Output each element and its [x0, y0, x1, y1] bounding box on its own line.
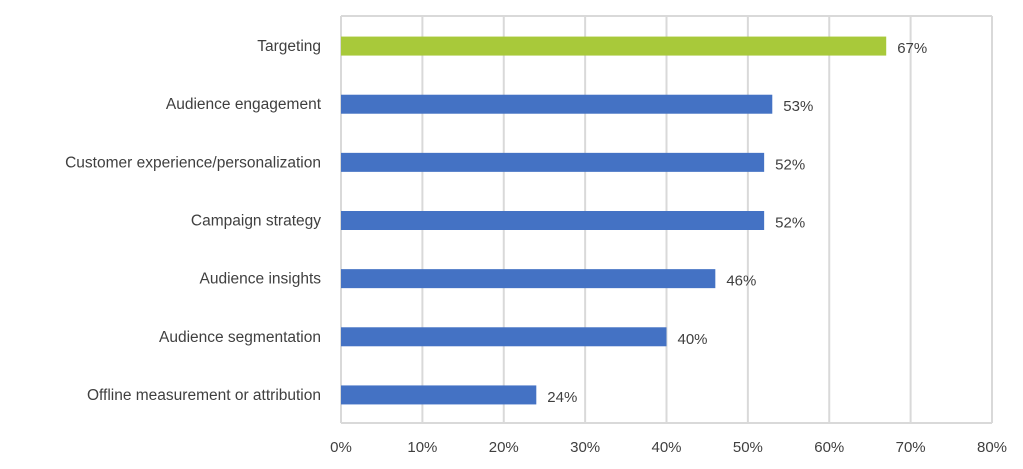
- x-tick-label: 10%: [407, 439, 437, 456]
- data-label: 46%: [726, 273, 756, 290]
- category-label: Campaign strategy: [191, 213, 321, 230]
- bar: [341, 36, 887, 56]
- bar: [341, 94, 773, 114]
- data-label: 67%: [897, 40, 927, 57]
- bar: [341, 385, 537, 405]
- category-label: Audience segmentation: [159, 329, 321, 346]
- data-label: 52%: [775, 215, 805, 232]
- x-tick-label: 0%: [330, 439, 352, 456]
- x-tick-label: 70%: [896, 439, 926, 456]
- data-label: 52%: [775, 156, 805, 173]
- bar: [341, 269, 716, 289]
- x-tick-label: 20%: [489, 439, 519, 456]
- category-label: Audience insights: [200, 271, 322, 288]
- bar: [341, 152, 765, 172]
- bar: [341, 327, 667, 347]
- data-label: 53%: [783, 98, 813, 115]
- category-label: Audience engagement: [166, 96, 322, 113]
- x-tick-label: 40%: [651, 439, 681, 456]
- x-tick-label: 80%: [977, 439, 1007, 456]
- bar: [341, 211, 765, 230]
- data-label: 24%: [547, 389, 577, 406]
- bars-layer: [341, 36, 887, 405]
- x-tick-label: 30%: [570, 439, 600, 456]
- category-label: Targeting: [257, 38, 321, 55]
- category-label: Customer experience/personalization: [65, 154, 321, 171]
- data-label: 40%: [678, 331, 708, 348]
- x-tick-label: 60%: [814, 439, 844, 456]
- category-label: Offline measurement or attribution: [87, 387, 321, 404]
- labels-layer: 0% 10% 20% 30% 40% 50% 60% 70% 80% Targeting 67% Au…: [65, 38, 1007, 456]
- x-tick-label: 50%: [733, 439, 763, 456]
